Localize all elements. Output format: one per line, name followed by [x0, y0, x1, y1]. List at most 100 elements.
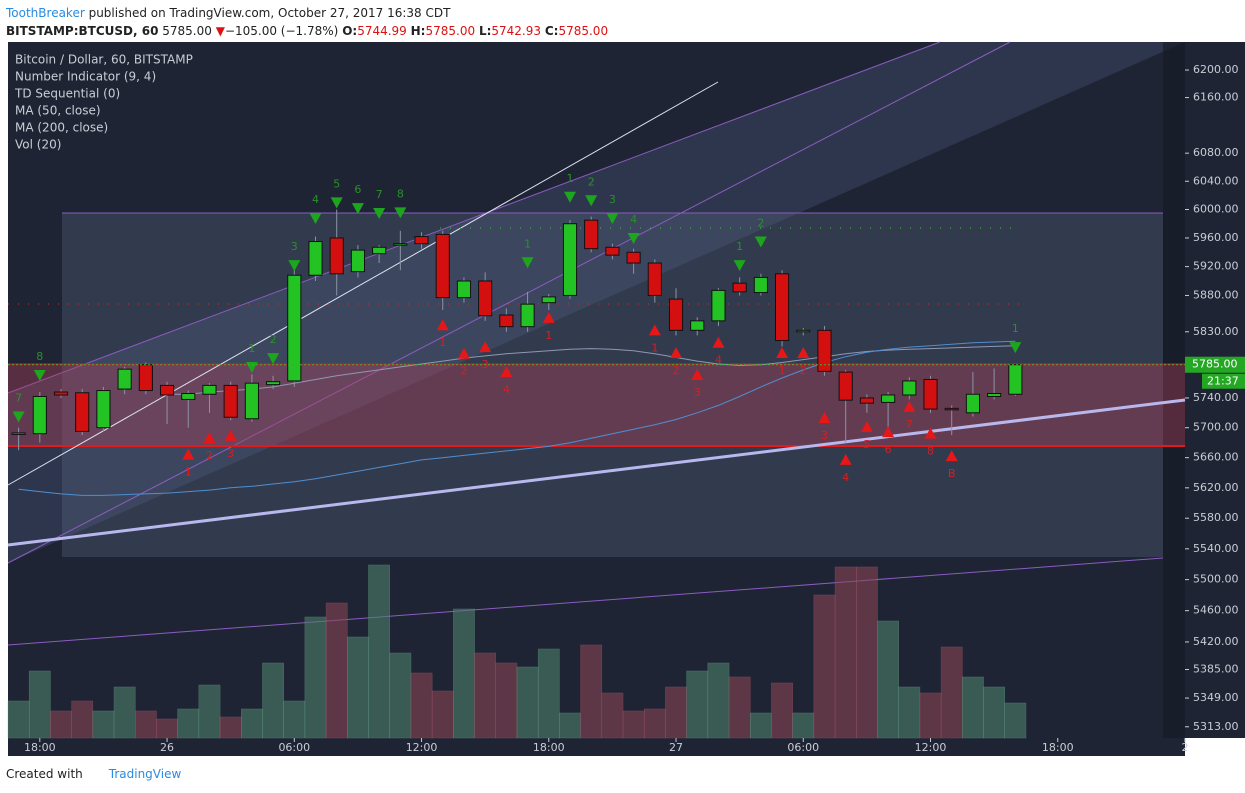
td-label: 4: [715, 354, 722, 367]
volume-bar: [495, 662, 518, 739]
candle-body: [32, 395, 47, 435]
td-label: 3: [609, 193, 616, 206]
td-label: 3: [821, 429, 828, 442]
volume-bar: [92, 710, 115, 739]
td-marker: [436, 319, 449, 331]
author[interactable]: ToothBreaker: [6, 6, 85, 20]
candle-body: [329, 237, 344, 275]
candle-body: [562, 223, 578, 296]
candle: [350, 245, 365, 278]
td-marker: [754, 236, 767, 248]
lower-line: [7, 557, 1164, 646]
td-label: 4: [312, 193, 319, 206]
y-tick-label: 5740.00: [1193, 391, 1239, 404]
candle: [987, 368, 1002, 400]
td-marker: [479, 341, 492, 353]
candle: [732, 277, 747, 296]
volume-bar: [813, 594, 836, 739]
legend-item: TD Sequential (0): [14, 87, 120, 101]
candle-body: [138, 364, 153, 392]
candle: [266, 375, 281, 390]
td-marker: [33, 370, 46, 382]
brand[interactable]: TradingView: [108, 767, 182, 781]
close: 5785.00: [558, 24, 609, 38]
x-tick-label: 06:00: [787, 741, 819, 754]
td-label: B: [948, 467, 956, 480]
candle-body: [817, 329, 832, 372]
volume-bar: [1004, 702, 1027, 739]
candle-body: [965, 393, 981, 414]
volume-bar: [389, 652, 412, 739]
candle-body: [732, 282, 747, 293]
td-label: 4: [842, 471, 849, 484]
legend-item: Number Indicator (9, 4): [15, 70, 156, 84]
quote-line: BITSTAMP:BTCUSD, 60 5785.00 ▼−105.00 (−1…: [6, 22, 608, 40]
candle-body: [774, 273, 790, 342]
y-tick-label: 5880.00: [1193, 288, 1239, 301]
volume-bar: [580, 644, 603, 739]
y-tick-label: 5500.00: [1193, 573, 1239, 586]
volume-bar: [919, 692, 942, 739]
td-label: 3: [291, 240, 298, 253]
td-label: 4: [630, 213, 637, 226]
td-marker: [203, 432, 216, 444]
candle: [53, 389, 69, 398]
y-tick-label: 5420.00: [1193, 635, 1239, 648]
candle-body: [605, 246, 620, 256]
candle-body: [881, 394, 896, 403]
td-marker: [12, 411, 25, 423]
volume-bar: [792, 712, 815, 739]
y-tick-label: 6040.00: [1193, 174, 1239, 187]
td-label: 2: [588, 175, 595, 188]
candle: [668, 288, 684, 336]
td-label: 4: [503, 383, 510, 396]
last: 5785.00: [162, 24, 212, 38]
x-tick-label: 18:00: [533, 741, 565, 754]
candle: [244, 374, 259, 422]
countdown: 21:37: [1207, 375, 1239, 388]
publish-line: ToothBreaker published on TradingView.co…: [6, 4, 608, 22]
volume-bar: [622, 710, 645, 739]
volume-bar: [940, 646, 963, 739]
candle: [308, 236, 323, 282]
y-tick-label: 5385.00: [1193, 663, 1239, 676]
td-label: 2: [460, 365, 467, 378]
candle-body: [117, 368, 132, 390]
td-marker: [585, 195, 598, 207]
candle: [796, 328, 811, 336]
td-marker: [882, 426, 895, 438]
candle: [478, 272, 493, 321]
volume-bar: [453, 608, 475, 739]
published: published on TradingView.com, October 27…: [84, 6, 451, 20]
td-marker: [903, 400, 916, 412]
y-tick-label: 5313.00: [1193, 720, 1239, 733]
future-shade: [1163, 42, 1185, 738]
candle: [520, 291, 535, 332]
candle-body: [159, 384, 175, 396]
candle-body: [266, 381, 281, 386]
candle: [881, 392, 896, 428]
candle-body: [520, 303, 535, 328]
legend-item: MA (50, close): [15, 104, 101, 118]
td-label: 1: [1012, 322, 1019, 335]
td-label: 1: [779, 364, 786, 377]
candle: [584, 216, 599, 253]
x-tick-label: 26: [160, 741, 174, 754]
candle: [159, 381, 175, 424]
legend-item: MA (200, close): [15, 121, 108, 135]
y-tick-label: 5349.00: [1193, 691, 1239, 704]
x-tick-label: 12:00: [915, 741, 947, 754]
td-marker: [351, 203, 364, 215]
candle: [223, 381, 238, 421]
volume-bar: [601, 692, 624, 739]
y-tick-label: 5580.00: [1193, 511, 1239, 524]
volume-bar: [962, 676, 984, 739]
volume-bar: [983, 686, 1005, 739]
open-label: O:: [342, 24, 358, 38]
legend: Bitcoin / Dollar, 60, BITSTAMP Number In…: [14, 53, 193, 152]
candle: [562, 220, 578, 300]
volume-bar: [665, 686, 687, 739]
y-tick-label: 6080.00: [1193, 146, 1239, 159]
candle-body: [202, 384, 217, 395]
td-marker: [288, 260, 301, 272]
